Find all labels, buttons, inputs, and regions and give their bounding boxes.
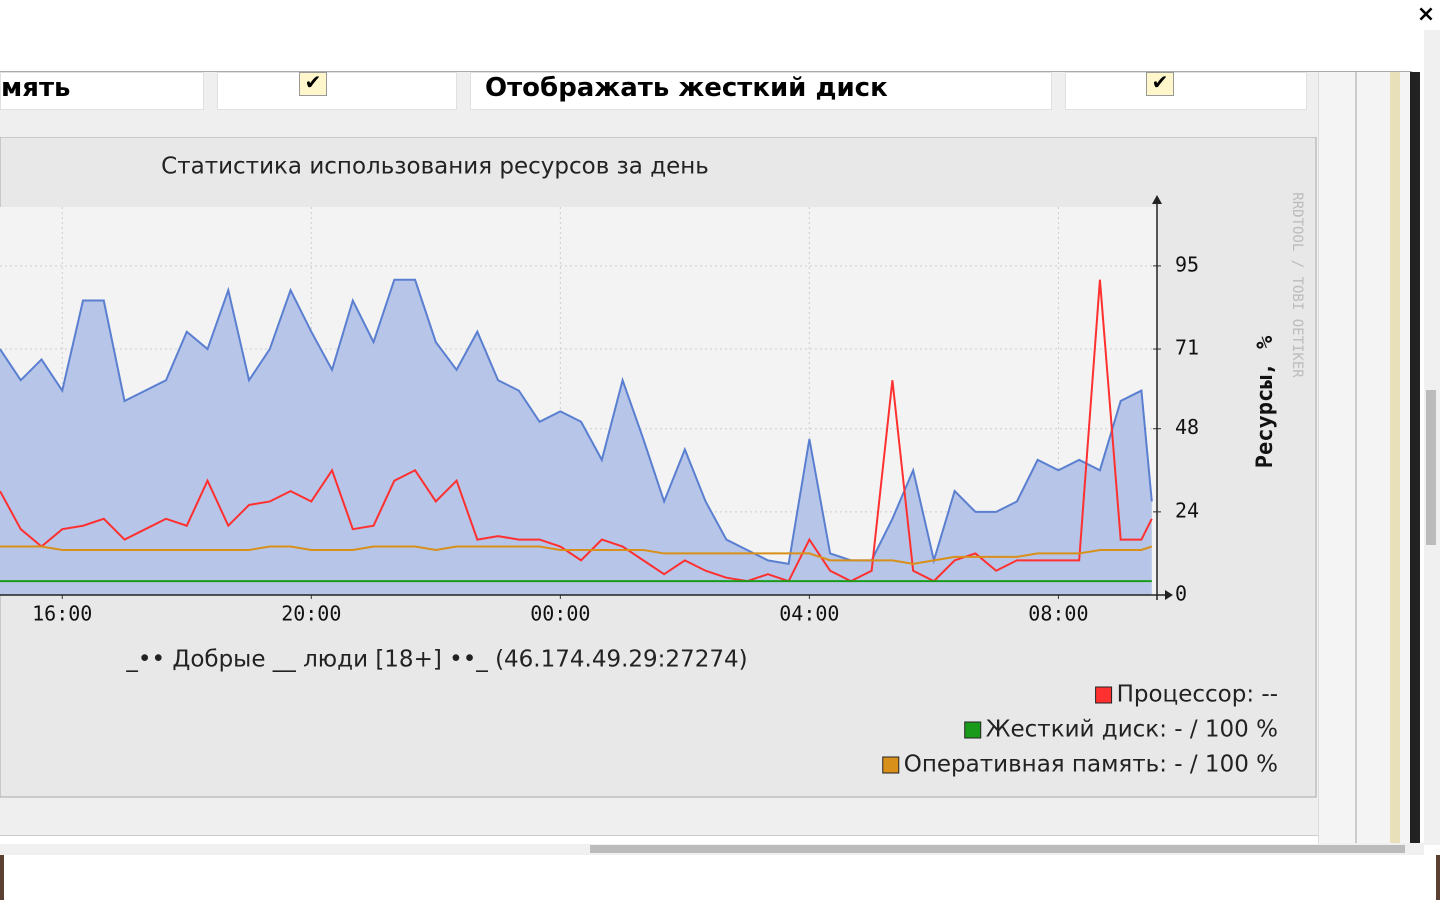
legend-swatch — [882, 756, 900, 774]
legend-swatch — [1095, 686, 1113, 704]
h-scrollbar[interactable] — [0, 843, 1424, 855]
form-cell: мять — [0, 72, 204, 110]
panel-below — [0, 835, 1318, 844]
divider — [1410, 72, 1420, 845]
area — [0, 279, 1152, 595]
scroll-thumb[interactable] — [590, 845, 1405, 853]
form-cell — [217, 72, 457, 110]
divider — [1355, 72, 1357, 845]
legend-label: Процессор: -- — [1117, 682, 1278, 708]
top-bar — [0, 0, 1412, 72]
x-tick-label: 16:00 — [32, 602, 92, 626]
scroll-thumb[interactable] — [1426, 390, 1436, 545]
x-tick-label: 00:00 — [530, 602, 590, 626]
y-axis-label: Ресурсы, % — [1253, 335, 1278, 468]
edge — [0, 855, 4, 900]
checkbox[interactable]: ✔ — [1146, 72, 1174, 96]
form-cell: Отображать жесткий диск — [470, 72, 1052, 110]
edge — [1436, 855, 1440, 900]
y-tick-label: 95 — [1175, 252, 1199, 276]
x-tick-label: 08:00 — [1028, 602, 1088, 626]
y-tick-label: 24 — [1175, 498, 1199, 522]
y-tick-label: 48 — [1175, 415, 1199, 439]
chart-title: Статистика использования ресурсов за ден… — [161, 154, 709, 180]
v-scrollbar[interactable] — [1424, 30, 1440, 845]
chart: Статистика использования ресурсов за ден… — [0, 137, 1317, 798]
y-tick-label: 0 — [1175, 582, 1187, 606]
form-cell — [1065, 72, 1307, 110]
y-tick-label: 71 — [1175, 336, 1199, 360]
line — [0, 279, 1153, 583]
x-tick-label: 20:00 — [281, 602, 341, 626]
chart-subtitle: _•• Добрые __ люди [18+] ••_ (46.174.49.… — [125, 647, 747, 673]
close-button[interactable]: × — [1416, 2, 1436, 27]
line — [0, 545, 1153, 565]
legend-label: Жесткий диск: - / 100 % — [986, 717, 1278, 743]
legend-label: Оперативная память: - / 100 % — [904, 752, 1278, 778]
y-axis-arrow — [1152, 195, 1162, 204]
checkbox[interactable]: ✔ — [299, 72, 327, 96]
watermark: RRDTOOL / TOBI OETIKER — [1289, 192, 1305, 378]
x-tick-label: 04:00 — [779, 602, 839, 626]
divider — [1390, 72, 1400, 845]
legend-swatch — [964, 721, 982, 739]
x-axis-arrow — [1165, 590, 1173, 600]
line — [0, 278, 1153, 565]
form-label: мять — [1, 73, 71, 103]
form-label: Отображать жесткий диск — [485, 73, 888, 103]
